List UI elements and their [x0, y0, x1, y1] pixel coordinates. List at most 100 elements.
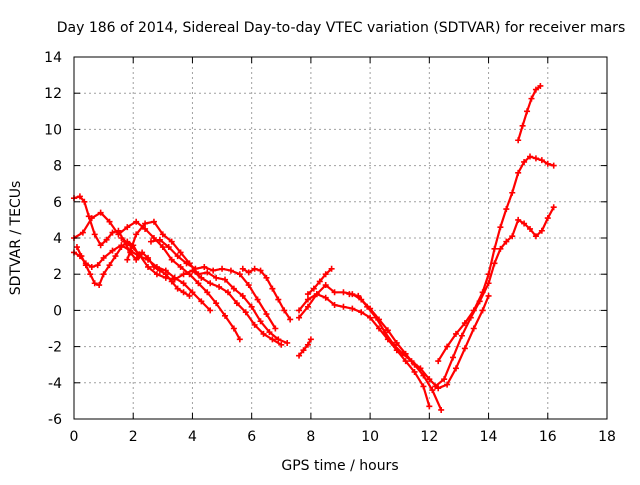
- data-point: [461, 320, 468, 327]
- x-tick-label: 2: [129, 429, 138, 445]
- data-point: [266, 329, 273, 336]
- data-point: [213, 300, 220, 307]
- data-point: [236, 336, 243, 343]
- data-point: [97, 242, 104, 249]
- data-point: [296, 352, 303, 359]
- data-point: [201, 263, 208, 270]
- data-point: [183, 260, 190, 267]
- data-point: [109, 247, 116, 254]
- data-point: [538, 157, 545, 164]
- data-point: [515, 216, 522, 223]
- data-point: [426, 403, 433, 410]
- data-point: [269, 285, 276, 292]
- data-point: [322, 271, 329, 278]
- data-point: [441, 376, 448, 383]
- data-point: [227, 267, 234, 274]
- data-point: [275, 296, 282, 303]
- data-point: [115, 231, 122, 238]
- data-point: [251, 265, 258, 272]
- data-point: [358, 309, 365, 316]
- data-point: [103, 236, 110, 243]
- data-point: [150, 218, 157, 225]
- data-point: [275, 336, 282, 343]
- data-point: [177, 263, 184, 270]
- data-point: [171, 276, 178, 283]
- data-point: [452, 330, 459, 337]
- data-point: [509, 189, 516, 196]
- data-point: [331, 301, 338, 308]
- data-point: [96, 282, 103, 289]
- data-point: [100, 254, 107, 261]
- data-point: [272, 325, 279, 332]
- x-tick-label: 12: [420, 429, 438, 445]
- data-point: [207, 280, 214, 287]
- data-point: [219, 265, 226, 272]
- series-line: [297, 293, 431, 408]
- data-point: [304, 341, 311, 348]
- data-point: [239, 265, 246, 272]
- data-point: [287, 316, 294, 323]
- grid: [74, 57, 607, 419]
- data-point: [497, 245, 504, 252]
- data-point: [381, 329, 388, 336]
- data-point: [278, 341, 285, 348]
- data-point: [346, 291, 353, 298]
- data-point: [538, 227, 545, 234]
- series-pass-6: [118, 235, 285, 348]
- data-point: [177, 249, 184, 256]
- data-point: [142, 220, 149, 227]
- series-pass-2: [71, 209, 243, 343]
- data-point: [313, 291, 320, 298]
- data-point: [222, 312, 229, 319]
- data-point: [390, 341, 397, 348]
- data-point: [174, 253, 181, 260]
- x-axis-label: GPS time / hours: [281, 458, 398, 474]
- data-point: [438, 406, 445, 413]
- data-point: [537, 82, 544, 89]
- data-point: [189, 289, 196, 296]
- y-tick-label: 14: [44, 50, 62, 66]
- data-point: [527, 225, 534, 232]
- series-line: [297, 338, 312, 357]
- data-point: [142, 225, 149, 232]
- data-point: [224, 289, 231, 296]
- y-tick-label: 8: [53, 159, 62, 175]
- data-point: [124, 224, 131, 231]
- chart-title: Day 186 of 2014, Sidereal Day-to-day VTE…: [57, 20, 625, 36]
- data-point: [159, 244, 166, 251]
- data-point: [168, 238, 175, 245]
- axis-ticks: [73, 56, 608, 420]
- data-point: [248, 303, 255, 310]
- data-point: [204, 289, 211, 296]
- data-point: [316, 278, 323, 285]
- series-line: [517, 84, 542, 142]
- x-tick-label: 8: [306, 429, 315, 445]
- data-point: [479, 289, 486, 296]
- data-point: [355, 292, 362, 299]
- data-point: [242, 309, 249, 316]
- x-tick-label: 14: [480, 429, 498, 445]
- data-point: [328, 265, 335, 272]
- data-point: [429, 387, 436, 394]
- data-point: [236, 271, 243, 278]
- series-pass-16: [515, 82, 544, 144]
- data-point: [257, 267, 264, 274]
- data-point: [174, 285, 181, 292]
- data-point: [503, 206, 510, 213]
- data-point: [106, 262, 113, 269]
- data-point: [251, 321, 258, 328]
- data-point: [322, 282, 329, 289]
- data-point: [515, 137, 522, 144]
- x-tick-label: 10: [361, 429, 379, 445]
- data-point: [509, 233, 516, 240]
- data-point: [162, 274, 169, 281]
- data-point: [168, 256, 175, 263]
- data-point: [519, 122, 526, 129]
- x-tick-label: 4: [188, 429, 197, 445]
- series-pass-12: [304, 265, 335, 298]
- data-point: [210, 267, 217, 274]
- data-point: [527, 153, 534, 160]
- data-point: [521, 220, 528, 227]
- data-point: [322, 294, 329, 301]
